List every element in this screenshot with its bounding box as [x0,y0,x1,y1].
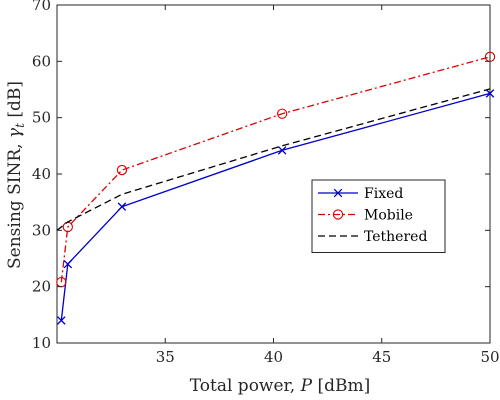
data-point-fixed [63,259,73,269]
legend-label-tethered: Tethered [364,229,427,245]
x-tick-label: 45 [372,348,391,366]
ticks-layer: 35 40 45 50 10 20 30 40 50 60 70 [32,0,500,366]
series-line-mobile [60,56,491,283]
legend-entry-mobile: Mobile [318,208,413,224]
legend-label-fixed: Fixed [364,186,403,202]
data-point-fixed [57,316,66,325]
series-line-tethered [56,88,491,231]
y-tick-label: 20 [32,278,51,296]
x-tick-label: 35 [156,348,175,366]
data-point-mobile [116,164,128,176]
plot-area [56,4,491,344]
legend-entry-fixed: Fixed [318,186,403,202]
legend: Fixed Mobile Tethered [311,179,446,253]
data-point-fixed [277,146,287,155]
y-axis-label: Sensing SINR, γt [dB] [5,81,27,269]
data-point-fixed [485,89,495,98]
x-tick-label: 50 [480,348,499,366]
marker-stroke [63,259,73,269]
y-tick-label: 70 [32,0,51,14]
plot-background [57,5,490,343]
x-tick-label: 40 [264,348,283,366]
marker-stroke [485,89,495,98]
legend-entry-tethered: Tethered [318,229,427,245]
legend-marker-mobile [332,209,344,220]
data-point-mobile [277,108,288,119]
y-tick-label: 40 [32,165,51,183]
y-tick-label: 30 [32,221,51,239]
data-point-fixed [117,202,127,211]
y-tick-label: 60 [32,52,51,70]
marker-stroke [333,188,343,198]
marker-stroke [117,202,127,211]
marker-stroke [57,316,66,325]
legend-marker-fixed [333,188,343,198]
y-tick-label: 10 [32,334,51,352]
y-tick-label: 50 [32,109,51,127]
series-tethered [56,88,491,231]
legend-label-mobile: Mobile [364,208,413,224]
marker-stroke [277,146,287,155]
x-axis-label: Total power, P [dBm] [190,376,370,396]
